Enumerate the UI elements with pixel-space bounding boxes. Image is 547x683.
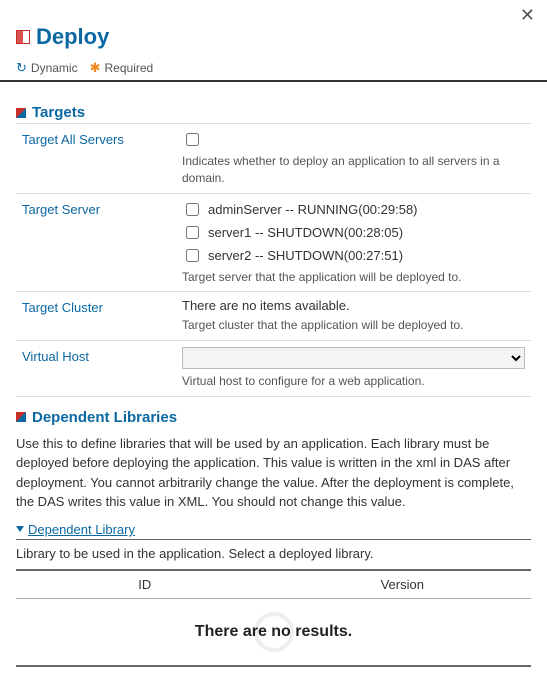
lib-empty-row: There are no results. (16, 599, 531, 667)
lib-col-version: Version (274, 570, 532, 599)
close-icon[interactable]: ✕ (520, 5, 535, 25)
targets-table: Target All Servers Indicates whether to … (16, 123, 531, 397)
virtual-host-label: Virtual Host (16, 341, 176, 397)
target-server-help: Target server that the application will … (182, 269, 525, 286)
lib-col-id: ID (16, 570, 274, 599)
deplibs-section-title: Dependent Libraries (32, 409, 177, 426)
chevron-down-icon (16, 526, 24, 532)
dialog-title: Deploy (36, 24, 109, 50)
dependent-library-link-text: Dependent Library (28, 522, 135, 537)
virtual-host-select[interactable] (182, 347, 525, 369)
legend-required-label: Required (105, 61, 154, 75)
target-server-text-1: server1 -- SHUTDOWN(00:28:05) (208, 225, 403, 240)
target-cluster-help: Target cluster that the application will… (182, 317, 525, 334)
target-server-checkbox-0[interactable] (186, 203, 199, 216)
target-all-servers-label: Target All Servers (16, 124, 176, 194)
required-icon: ✱ (90, 60, 101, 76)
target-server-text-2: server2 -- SHUTDOWN(00:27:51) (208, 248, 403, 263)
deploy-icon (16, 30, 30, 44)
legend-bar: ↻ Dynamic ✱ Required (0, 56, 547, 82)
target-server-checkbox-2[interactable] (186, 249, 199, 262)
target-cluster-value: There are no items available. (182, 298, 525, 313)
target-cluster-label: Target Cluster (16, 292, 176, 341)
target-server-text-0: adminServer -- RUNNING(00:29:58) (208, 202, 418, 217)
lib-empty-text: There are no results. (195, 623, 352, 640)
deplibs-desc: Use this to define libraries that will b… (16, 428, 531, 522)
target-all-servers-help: Indicates whether to deploy an applicati… (182, 153, 525, 187)
target-server-checkbox-1[interactable] (186, 226, 199, 239)
target-all-servers-checkbox[interactable] (186, 133, 199, 146)
targets-section-title: Targets (32, 104, 85, 121)
dynamic-icon: ↻ (16, 60, 27, 76)
dependent-library-table: ID Version (16, 569, 531, 599)
virtual-host-help: Virtual host to configure for a web appl… (182, 373, 525, 390)
target-server-label: Target Server (16, 193, 176, 292)
deplibs-section-icon (16, 412, 26, 422)
targets-section-icon (16, 108, 26, 118)
dependent-library-toggle[interactable]: Dependent Library (16, 522, 531, 540)
dependent-library-help: Library to be used in the application. S… (16, 540, 531, 567)
legend-dynamic-label: Dynamic (31, 61, 78, 75)
